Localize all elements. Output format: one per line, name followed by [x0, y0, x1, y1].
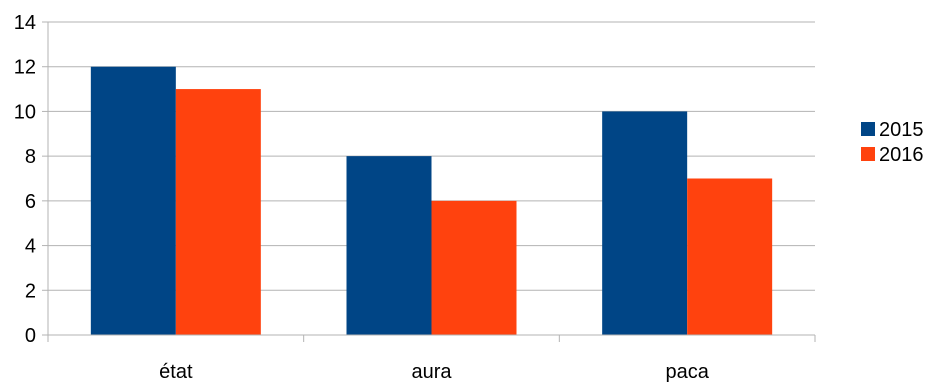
bar-2016-aura	[431, 200, 517, 335]
legend-label-2015: 2015	[879, 119, 924, 141]
legend-label-2016: 2016	[879, 144, 924, 166]
bar-2015-paca	[602, 111, 688, 335]
x-category-label: aura	[411, 361, 452, 383]
y-tick-label: 10	[14, 101, 36, 123]
legend-swatch-2015	[861, 122, 875, 136]
x-category-label: état	[159, 361, 193, 383]
legend: 2015 2016	[861, 119, 924, 166]
legend-swatch-2016	[861, 147, 875, 161]
axes	[42, 21, 816, 342]
bar-2015-aura	[346, 156, 432, 335]
y-tick-label: 8	[25, 146, 36, 168]
y-tick-label: 4	[25, 236, 36, 258]
y-tick-label: 12	[14, 57, 36, 79]
bar-2016-paca	[687, 178, 773, 335]
x-category-label: paca	[665, 361, 709, 383]
y-tick-labels: 0 2 4 6 8 10 12 14	[14, 12, 36, 347]
y-tick-label: 0	[25, 325, 36, 347]
y-tick-label: 2	[25, 280, 36, 302]
bar-2016-état	[175, 89, 261, 335]
y-tick-label: 6	[25, 191, 36, 213]
bars	[90, 66, 773, 335]
bar-2015-état	[90, 66, 176, 335]
y-tick-label: 14	[14, 12, 36, 34]
x-category-labels: état aura paca	[159, 361, 710, 383]
